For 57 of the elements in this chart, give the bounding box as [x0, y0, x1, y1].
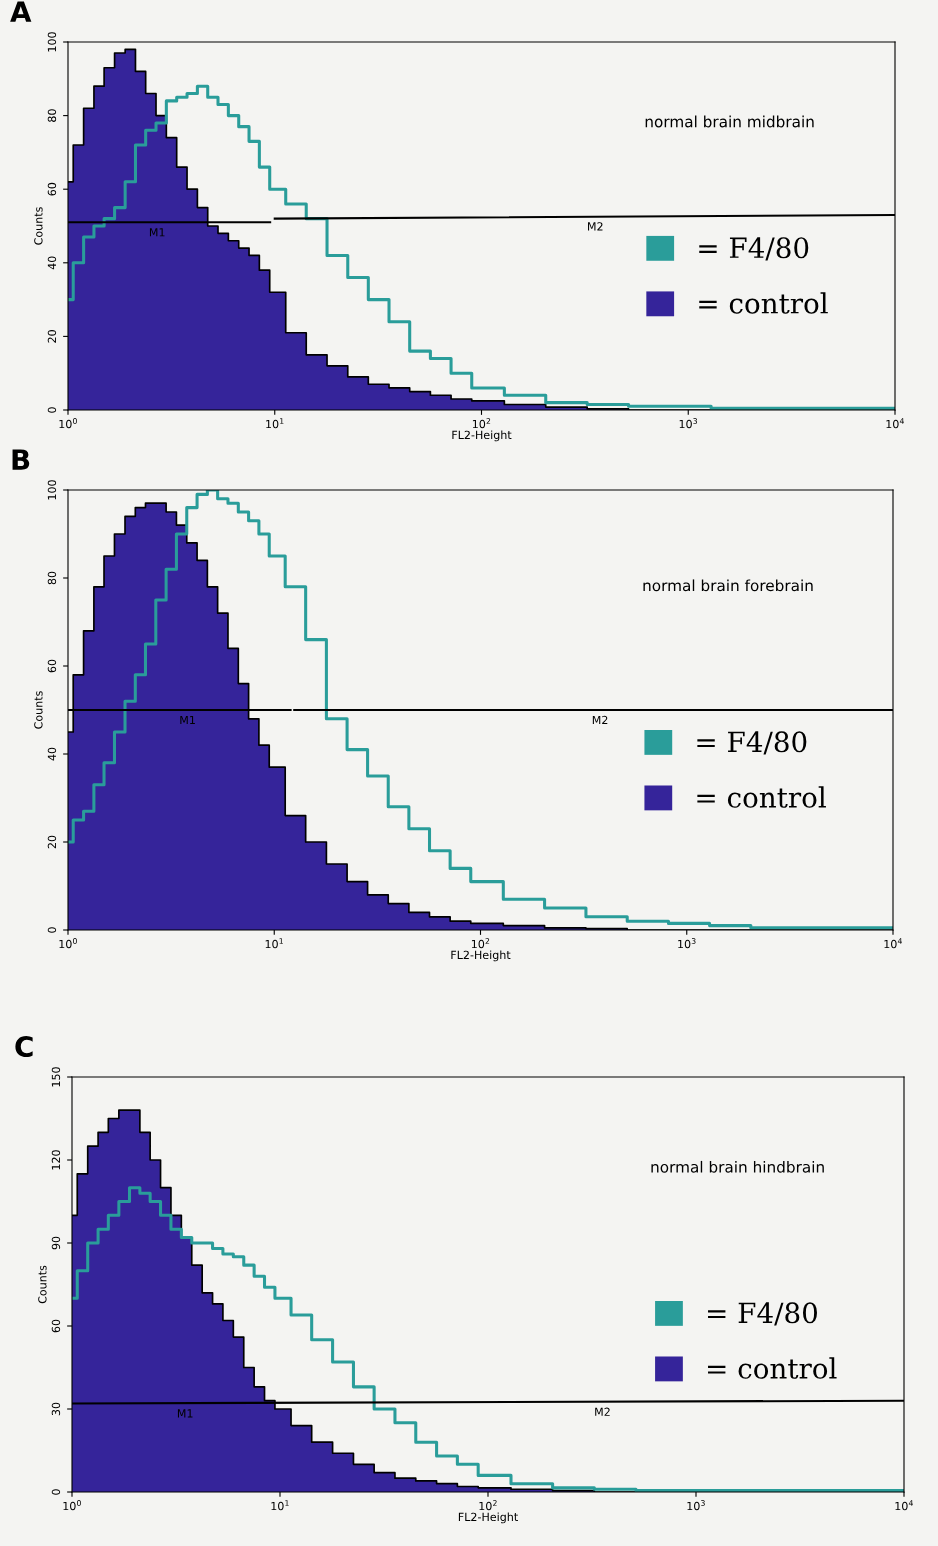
annotation: normal brain forebrain: [643, 579, 813, 592]
annotation: M2: [595, 1407, 610, 1416]
x-tick-label: 10$^{1}$: [265, 938, 283, 949]
annotation: M2: [592, 715, 608, 724]
y-tick-label: 150: [51, 1067, 61, 1087]
x-tick-label: 10$^{3}$: [679, 418, 698, 429]
legend-label: = control: [699, 292, 828, 314]
annotation: normal brain midbrain: [645, 115, 814, 128]
x-tick-label: 10$^{4}$: [895, 1500, 913, 1511]
x-axis-title: FL2-Height: [451, 950, 511, 962]
y-tick-label: 100: [47, 32, 57, 52]
y-tick-label: 0: [47, 407, 57, 413]
x-tick-label: 10$^{2}$: [479, 1500, 497, 1511]
y-tick-label: 40: [47, 256, 57, 270]
annotation: M1: [177, 1409, 193, 1418]
x-tick-label: 10$^{4}$: [884, 938, 902, 949]
x-tick-label: 10$^{3}$: [687, 1500, 705, 1511]
y-axis-title: Counts: [38, 1265, 47, 1304]
y-tick-label: 120: [51, 1150, 61, 1170]
y-tick-label: 40: [47, 747, 57, 761]
x-tick-label: 10$^{0}$: [59, 418, 77, 429]
x-tick-label: 10$^{2}$: [471, 938, 490, 949]
y-tick-label: 80: [47, 109, 57, 122]
legend-label: = F4/80: [708, 1302, 817, 1326]
x-tick-label: 10$^{0}$: [59, 938, 77, 949]
annotation: normal brain hindbrain: [651, 1160, 824, 1173]
chart-title: C: [15, 1036, 33, 1058]
y-tick-label: 30: [51, 1402, 61, 1416]
legend-label: = control: [708, 1357, 837, 1379]
legend-label: = F4/80: [697, 731, 807, 755]
x-axis-title: FL2-Height: [458, 1512, 518, 1524]
y-tick-label: 0: [51, 1489, 61, 1495]
chart-title: A: [10, 1, 32, 22]
y-tick-label: 90: [51, 1236, 61, 1250]
annotation: M2: [588, 222, 603, 231]
x-tick-label: 10$^{1}$: [266, 418, 284, 429]
y-tick-label: 20: [47, 330, 57, 343]
annotation: M1: [180, 715, 195, 724]
x-tick-label: 10$^{4}$: [886, 418, 904, 429]
legend-label: = F4/80: [699, 237, 809, 261]
y-tick-label: 60: [47, 659, 57, 673]
y-tick-label: 20: [47, 835, 57, 849]
annotation: M1: [149, 228, 165, 237]
y-tick-label: 60: [51, 1319, 61, 1333]
chart-title: B: [12, 449, 30, 470]
x-tick-label: 10$^{1}$: [271, 1500, 289, 1511]
y-tick-label: 60: [47, 182, 57, 196]
y-tick-label: 0: [47, 927, 57, 933]
legend-label: = control: [697, 786, 826, 808]
y-axis-title: Counts: [34, 207, 43, 245]
x-tick-label: 10$^{2}$: [472, 418, 491, 429]
y-axis-title: Counts: [34, 691, 43, 729]
x-axis-title: FL2-Height: [452, 430, 512, 442]
x-tick-label: 10$^{3}$: [678, 938, 696, 949]
y-tick-label: 100: [47, 480, 57, 500]
y-tick-label: 80: [47, 571, 57, 585]
x-tick-label: 10$^{0}$: [63, 1500, 81, 1511]
